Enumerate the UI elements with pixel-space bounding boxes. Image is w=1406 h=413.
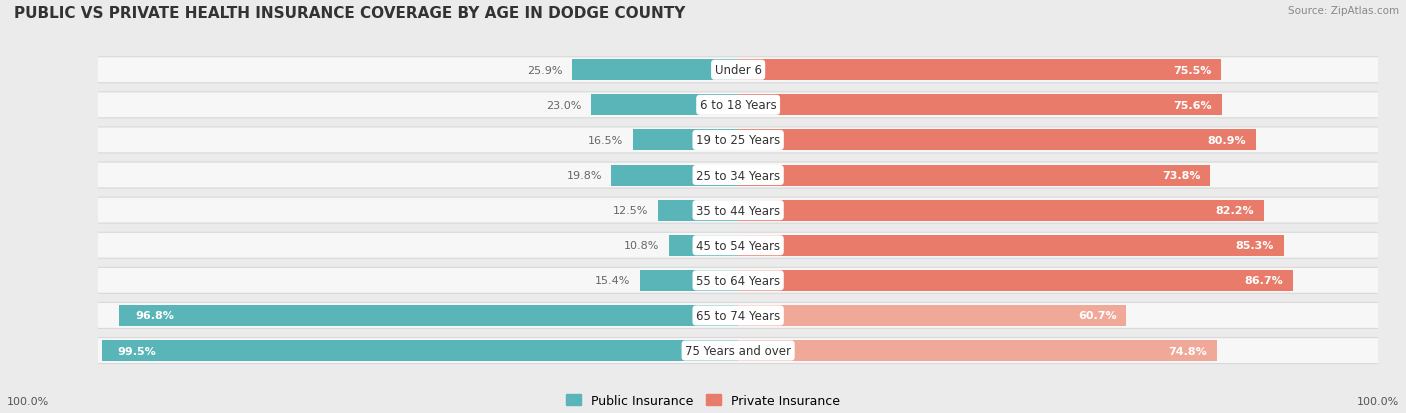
Bar — [738, 60, 1222, 81]
Text: 19 to 25 Years: 19 to 25 Years — [696, 134, 780, 147]
Text: 65 to 74 Years: 65 to 74 Years — [696, 309, 780, 322]
Bar — [738, 235, 1284, 256]
Text: 75.5%: 75.5% — [1173, 66, 1212, 76]
FancyBboxPatch shape — [89, 311, 1388, 390]
Bar — [738, 95, 1222, 116]
Text: 75 Years and over: 75 Years and over — [685, 344, 792, 357]
Text: 75.6%: 75.6% — [1174, 101, 1212, 111]
Bar — [120, 305, 738, 326]
Text: 100.0%: 100.0% — [7, 396, 49, 406]
Bar — [101, 340, 738, 361]
Text: 45 to 54 Years: 45 to 54 Years — [696, 239, 780, 252]
Text: 60.7%: 60.7% — [1078, 311, 1116, 320]
Bar — [738, 165, 1211, 186]
Bar — [633, 130, 738, 151]
FancyBboxPatch shape — [89, 276, 1388, 355]
Text: 6 to 18 Years: 6 to 18 Years — [700, 99, 776, 112]
Text: 73.8%: 73.8% — [1163, 171, 1201, 180]
Text: 85.3%: 85.3% — [1236, 241, 1274, 251]
Legend: Public Insurance, Private Insurance: Public Insurance, Private Insurance — [567, 394, 839, 407]
Text: 12.5%: 12.5% — [613, 206, 648, 216]
Text: 25 to 34 Years: 25 to 34 Years — [696, 169, 780, 182]
Text: Under 6: Under 6 — [714, 64, 762, 77]
Text: PUBLIC VS PRIVATE HEALTH INSURANCE COVERAGE BY AGE IN DODGE COUNTY: PUBLIC VS PRIVATE HEALTH INSURANCE COVER… — [14, 6, 686, 21]
Text: 74.8%: 74.8% — [1168, 346, 1208, 356]
FancyBboxPatch shape — [89, 31, 1388, 110]
Bar — [669, 235, 738, 256]
Text: 55 to 64 Years: 55 to 64 Years — [696, 274, 780, 287]
Bar — [738, 340, 1216, 361]
Text: 16.5%: 16.5% — [588, 135, 623, 146]
Text: Source: ZipAtlas.com: Source: ZipAtlas.com — [1288, 6, 1399, 16]
Text: 19.8%: 19.8% — [567, 171, 602, 180]
FancyBboxPatch shape — [89, 206, 1388, 285]
Bar — [658, 200, 738, 221]
FancyBboxPatch shape — [89, 241, 1388, 320]
Bar — [738, 130, 1256, 151]
Text: 99.5%: 99.5% — [118, 346, 156, 356]
Text: 25.9%: 25.9% — [527, 66, 562, 76]
Bar — [640, 270, 738, 291]
FancyBboxPatch shape — [89, 136, 1388, 215]
Text: 15.4%: 15.4% — [595, 275, 630, 286]
Text: 35 to 44 Years: 35 to 44 Years — [696, 204, 780, 217]
FancyBboxPatch shape — [89, 101, 1388, 180]
Text: 23.0%: 23.0% — [546, 101, 582, 111]
Bar — [738, 270, 1292, 291]
Text: 80.9%: 80.9% — [1208, 135, 1246, 146]
Bar — [612, 165, 738, 186]
Text: 10.8%: 10.8% — [624, 241, 659, 251]
Bar — [738, 305, 1126, 326]
Text: 82.2%: 82.2% — [1216, 206, 1254, 216]
Bar — [738, 200, 1264, 221]
Bar — [572, 60, 738, 81]
Text: 96.8%: 96.8% — [135, 311, 174, 320]
Text: 100.0%: 100.0% — [1357, 396, 1399, 406]
FancyBboxPatch shape — [89, 66, 1388, 145]
FancyBboxPatch shape — [89, 171, 1388, 250]
Text: 86.7%: 86.7% — [1244, 275, 1284, 286]
Bar — [591, 95, 738, 116]
